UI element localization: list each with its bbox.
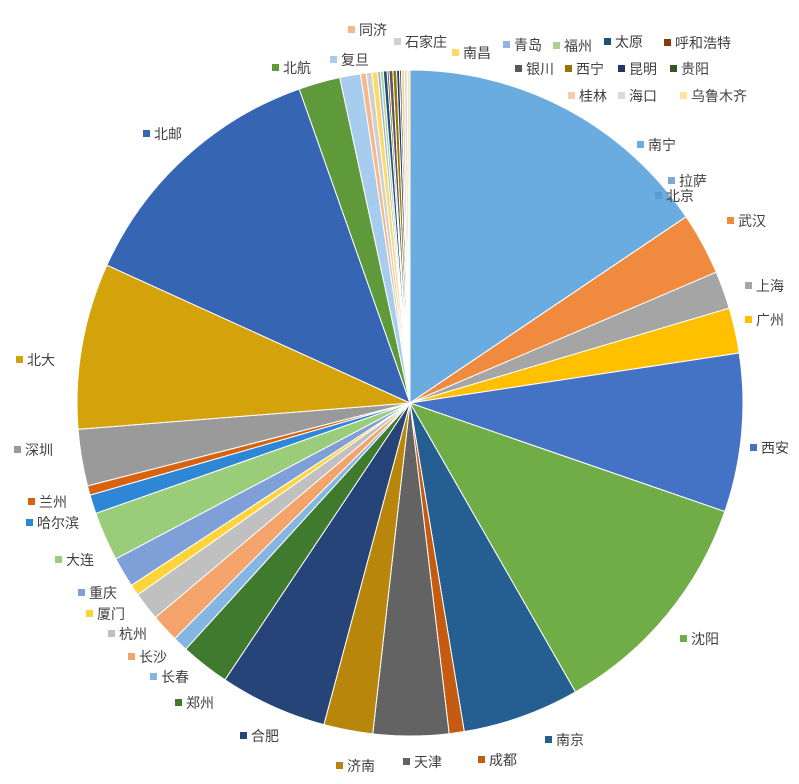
slice-label-22: 深圳 xyxy=(25,443,53,459)
pie-slice-0 xyxy=(409,69,687,404)
slice-label-25: 北航 xyxy=(283,61,311,77)
slice-label-34: 银川 xyxy=(526,62,554,78)
label-swatch-13 xyxy=(175,699,182,706)
slice-label-15: 长沙 xyxy=(139,650,167,666)
slice-label-3: 武汉 xyxy=(738,214,766,230)
slice-label-31: 福州 xyxy=(564,39,592,55)
slice-label-24: 北邮 xyxy=(154,127,182,143)
slice-label-28: 石家庄 xyxy=(405,34,447,51)
slice-label-29: 南昌 xyxy=(463,46,491,62)
slice-label-6: 西安 xyxy=(761,441,789,457)
slice-label-14: 长春 xyxy=(161,670,189,686)
slice-label-35: 西宁 xyxy=(576,61,604,78)
label-swatch-12 xyxy=(240,732,247,739)
slice-label-32: 太原 xyxy=(615,35,643,51)
slice-label-16: 杭州 xyxy=(119,627,147,643)
slice-label-4: 上海 xyxy=(756,279,784,295)
label-swatch-9 xyxy=(478,756,485,763)
label-swatch-36 xyxy=(618,65,625,72)
label-swatch-30 xyxy=(503,41,510,48)
label-swatch-26 xyxy=(330,56,337,63)
slice-label-19: 大连 xyxy=(66,553,94,569)
label-swatch-7 xyxy=(680,635,687,642)
label-swatch-31 xyxy=(553,42,560,49)
slice-label-18: 重庆 xyxy=(89,586,117,602)
slice-label-13: 郑州 xyxy=(186,696,214,712)
label-swatch-8 xyxy=(545,736,552,743)
pie-slice-40 xyxy=(406,69,411,404)
label-swatch-22 xyxy=(14,446,21,453)
pie-slices xyxy=(76,69,744,737)
label-swatch-32 xyxy=(604,38,611,45)
label-swatch-10 xyxy=(403,758,410,765)
label-swatch-17 xyxy=(86,610,93,617)
slice-label-7: 沈阳 xyxy=(691,632,719,648)
slice-label-20: 哈尔滨 xyxy=(37,516,79,532)
label-swatch-39 xyxy=(618,92,625,99)
pie-slice-6 xyxy=(409,352,744,513)
label-swatch-38 xyxy=(568,92,575,99)
label-swatch-4 xyxy=(745,282,752,289)
label-swatch-11 xyxy=(336,762,343,769)
label-swatch-6 xyxy=(750,444,757,451)
pie-slice-7 xyxy=(408,402,726,693)
slice-label-23: 北大 xyxy=(27,353,55,369)
slice-label-1: 拉萨 xyxy=(679,174,707,190)
slice-label-2: 北京 xyxy=(666,189,694,205)
slice-label-38: 桂林 xyxy=(579,89,607,105)
label-swatch-0 xyxy=(637,141,644,148)
label-swatch-2 xyxy=(655,192,662,199)
slice-label-27: 同济 xyxy=(359,23,387,39)
slice-label-17: 厦门 xyxy=(97,607,125,623)
label-swatch-40 xyxy=(680,92,687,99)
label-swatch-37 xyxy=(670,65,677,72)
label-swatch-14 xyxy=(150,673,157,680)
slice-label-0: 南宁 xyxy=(648,137,676,154)
label-swatch-20 xyxy=(26,519,33,526)
label-swatch-29 xyxy=(452,49,459,56)
slice-label-12: 合肥 xyxy=(251,729,279,745)
slice-label-33: 呼和浩特 xyxy=(675,36,731,52)
label-swatch-28 xyxy=(394,38,401,45)
slice-label-10: 天津 xyxy=(414,755,442,771)
label-swatch-5 xyxy=(745,316,752,323)
slice-label-30: 青岛 xyxy=(514,38,542,54)
label-swatch-27 xyxy=(348,26,355,33)
label-swatch-18 xyxy=(78,589,85,596)
slice-label-26: 复旦 xyxy=(341,52,369,69)
pie-slice-24 xyxy=(106,88,411,404)
slice-label-8: 南京 xyxy=(556,733,584,749)
slice-label-11: 济南 xyxy=(347,759,375,775)
label-swatch-15 xyxy=(128,653,135,660)
label-swatch-1 xyxy=(668,177,675,184)
label-swatch-3 xyxy=(727,217,734,224)
label-swatch-23 xyxy=(16,356,23,363)
label-swatch-25 xyxy=(272,64,279,71)
slice-label-40: 乌鲁木齐 xyxy=(691,89,747,105)
label-swatch-35 xyxy=(565,65,572,72)
slice-label-21: 兰州 xyxy=(39,495,67,511)
label-swatch-19 xyxy=(55,556,62,563)
slice-label-36: 昆明 xyxy=(629,62,657,78)
label-swatch-16 xyxy=(108,630,115,637)
label-swatch-34 xyxy=(515,65,522,72)
pie-slice-23 xyxy=(76,264,412,430)
slice-label-39: 海口 xyxy=(629,89,657,105)
label-swatch-33 xyxy=(664,39,671,46)
label-swatch-24 xyxy=(143,130,150,137)
slice-label-5: 广州 xyxy=(756,313,784,329)
slice-label-37: 贵阳 xyxy=(681,62,709,78)
slice-label-9: 成都 xyxy=(489,753,517,769)
label-swatch-21 xyxy=(28,498,35,505)
